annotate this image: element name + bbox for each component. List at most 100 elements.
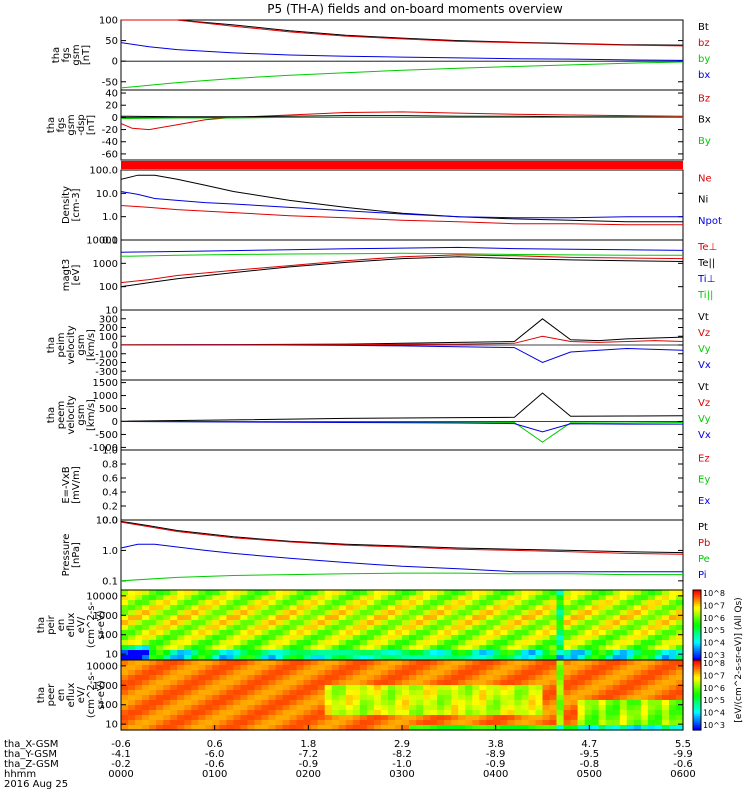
heatmap-cell xyxy=(226,605,234,611)
heatmap-cell xyxy=(647,655,656,661)
heatmap-cell xyxy=(163,665,171,671)
heatmap-cell xyxy=(521,670,529,676)
heatmap-cell xyxy=(669,625,677,631)
heatmap-cell xyxy=(380,590,389,596)
heatmap-cell xyxy=(647,660,656,666)
heatmap-cell xyxy=(345,625,354,631)
heatmap-cell xyxy=(331,670,340,676)
heatmap-cell xyxy=(507,605,515,611)
heatmap-cell xyxy=(359,715,368,721)
heatmap-cell xyxy=(598,675,607,681)
heatmap-cell xyxy=(542,655,551,661)
heatmap-cell xyxy=(310,660,319,666)
heatmap-cell xyxy=(359,590,368,596)
heatmap-cell xyxy=(226,590,234,596)
heatmap-cell xyxy=(500,665,508,671)
heatmap-cell xyxy=(619,665,628,671)
heatmap-cell xyxy=(296,610,305,616)
heatmap-cell xyxy=(409,660,417,666)
x-tick-label: 0400 xyxy=(483,769,508,780)
heatmap-cell xyxy=(275,705,284,711)
y-axis-label: en xyxy=(56,689,67,702)
heatmap-cell xyxy=(654,595,663,601)
heatmap-cell xyxy=(591,720,600,726)
heatmap-cell xyxy=(331,685,340,691)
colorbar-segment xyxy=(693,648,701,652)
heatmap-cell xyxy=(676,605,684,611)
heatmap-cell xyxy=(528,675,537,681)
heatmap-cell xyxy=(542,695,551,701)
heatmap-cell xyxy=(556,705,565,711)
heatmap-cell xyxy=(458,590,466,596)
heatmap-cell xyxy=(402,725,410,731)
heatmap-cell xyxy=(542,595,551,601)
heatmap-cell xyxy=(317,655,326,661)
heatmap-cell xyxy=(254,710,263,716)
heatmap-cell xyxy=(465,690,473,696)
heatmap-cell xyxy=(416,590,424,596)
y-tick-label: 100 xyxy=(99,16,118,27)
heatmap-cell xyxy=(640,625,649,631)
heatmap-cell xyxy=(247,615,255,621)
heatmap-cell xyxy=(584,660,593,666)
series-line xyxy=(120,318,684,346)
heatmap-cell xyxy=(121,685,129,691)
heatmap-cell xyxy=(177,685,185,691)
heatmap-cell xyxy=(212,660,220,666)
heatmap-cell xyxy=(149,645,157,651)
heatmap-cell xyxy=(352,680,361,686)
heatmap-cell xyxy=(170,715,178,721)
heatmap-cell xyxy=(282,610,291,616)
heatmap-cell xyxy=(437,705,445,711)
y-tick-label: 100.0 xyxy=(89,166,118,177)
heatmap-cell xyxy=(542,620,551,626)
heatmap-cell xyxy=(465,610,473,616)
x-tick-label: -9.9 xyxy=(673,749,693,760)
x-row-label: hhmm xyxy=(4,769,36,780)
heatmap-cell xyxy=(149,705,157,711)
heatmap-cell xyxy=(402,710,410,716)
heatmap-cell xyxy=(142,725,150,731)
heatmap-cell xyxy=(493,650,501,656)
series-line xyxy=(120,115,684,118)
heatmap-cell xyxy=(331,610,340,616)
heatmap-cell xyxy=(563,680,572,686)
heatmap-cell xyxy=(387,630,396,636)
heatmap-cell xyxy=(395,640,403,646)
heatmap-cell xyxy=(296,660,305,666)
heatmap-cell xyxy=(170,660,178,666)
heatmap-cell xyxy=(535,680,544,686)
heatmap-cell xyxy=(479,590,487,596)
colorbar-segment xyxy=(693,622,701,626)
heatmap-cell xyxy=(493,675,501,681)
heatmap-cell xyxy=(163,660,171,666)
heatmap-cell xyxy=(268,600,277,606)
heatmap-cell xyxy=(121,645,129,651)
heatmap-cell xyxy=(366,680,375,686)
heatmap-cell xyxy=(409,645,417,651)
heatmap-cell xyxy=(163,615,171,621)
heatmap-cell xyxy=(380,650,389,656)
heatmap-cell xyxy=(654,600,663,606)
heatmap-cell xyxy=(423,605,431,611)
heatmap-cell xyxy=(556,655,565,661)
heatmap-cell xyxy=(458,720,466,726)
heatmap-cell xyxy=(338,625,347,631)
heatmap-cell xyxy=(128,645,136,651)
heatmap-cell xyxy=(373,725,382,731)
heatmap-cell xyxy=(142,675,150,681)
heatmap-cell xyxy=(373,665,382,671)
heatmap-cell xyxy=(633,600,642,606)
heatmap-cell xyxy=(612,600,621,606)
heatmap-cell xyxy=(570,590,579,596)
heatmap-cell xyxy=(212,680,220,686)
heatmap-cell xyxy=(612,640,621,646)
heatmap-cell xyxy=(366,600,375,606)
heatmap-cell xyxy=(647,670,656,676)
heatmap-cell xyxy=(676,685,684,691)
heatmap-cell xyxy=(191,640,199,646)
heatmap-cell xyxy=(324,655,333,661)
heatmap-cell xyxy=(605,630,614,636)
heatmap-cell xyxy=(577,615,586,621)
heatmap-cell xyxy=(324,680,333,686)
